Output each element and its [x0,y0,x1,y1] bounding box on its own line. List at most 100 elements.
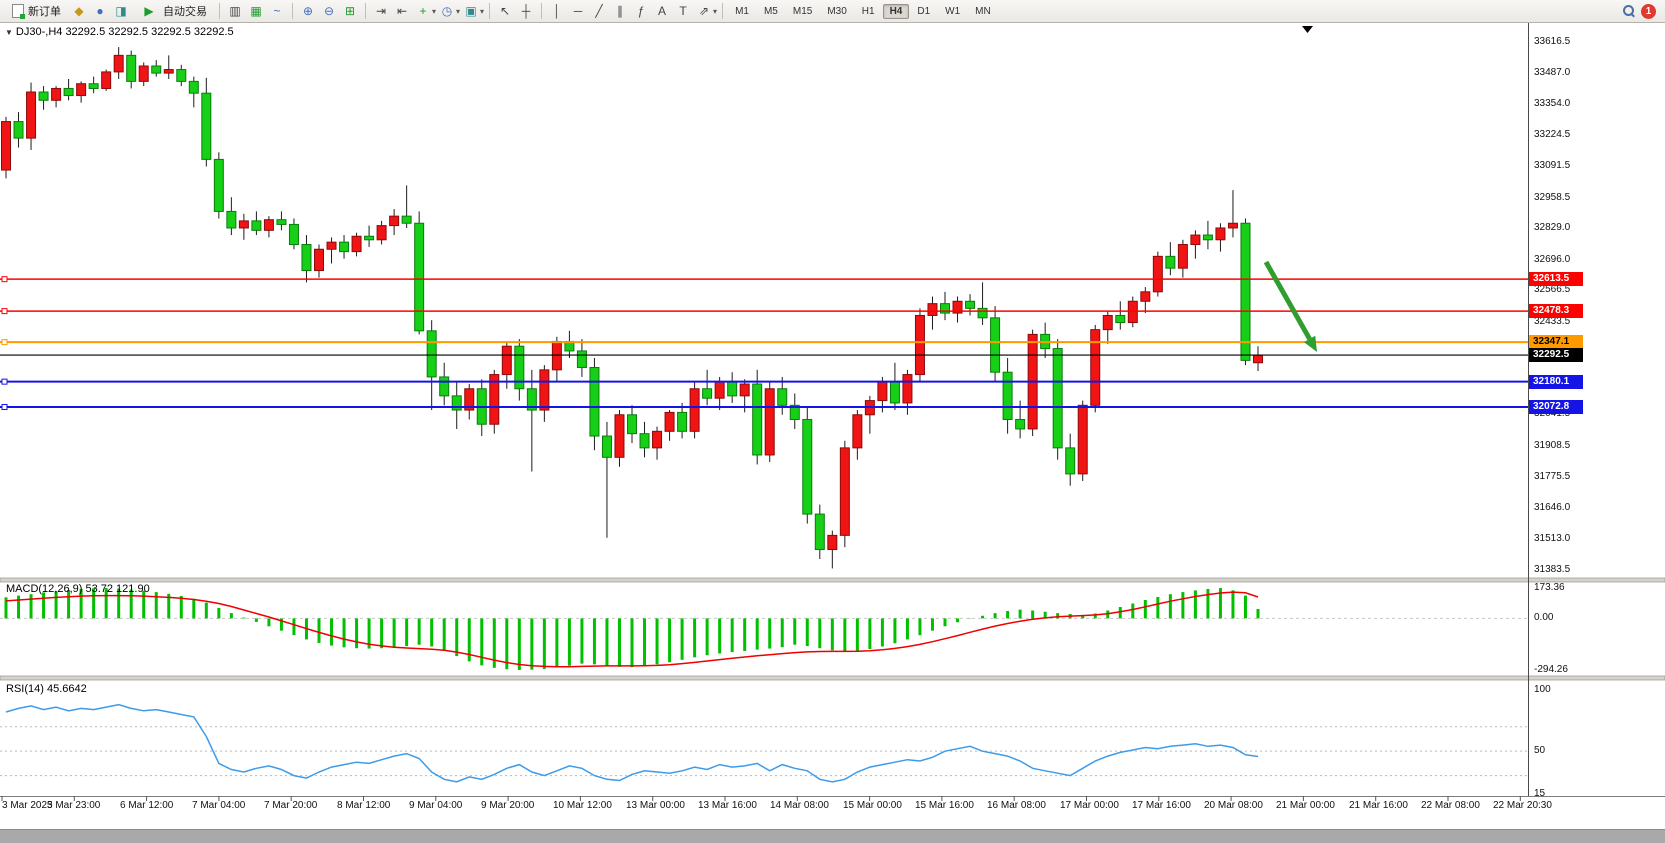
candle-up [489,374,500,425]
line-handle[interactable] [1,276,8,283]
search-icon[interactable] [1622,4,1636,18]
timeframe-D1[interactable]: D1 [917,5,931,17]
candle-up [927,303,938,316]
candle-up [51,87,62,101]
line-handle[interactable] [1,378,8,385]
candlestick-chart-icon[interactable]: ▦ [250,4,262,18]
candle-up [1,121,11,171]
price-tag-32180.1[interactable]: 32180.1 [1529,374,1583,389]
tile-windows-icon[interactable]: ⊞ [344,4,356,18]
time-label: 14 Mar 08:00 [770,800,829,811]
arrows-tool-icon[interactable]: ⇗ [699,4,710,18]
new-order-button[interactable]: 新订单 [5,1,68,21]
label-tool-icon[interactable]: T [679,4,687,18]
price-tag-32478.3[interactable]: 32478.3 [1529,304,1583,319]
price-axis-label: 33091.5 [1534,160,1571,172]
candle-down [213,158,224,212]
candle-down [451,395,462,411]
price-tag-32292.5[interactable]: 32292.5 [1529,348,1583,363]
candle-up [1152,255,1163,293]
toolbar-separator [541,3,543,19]
price-axis-label: 31513.0 [1534,533,1571,545]
dropdown-arrow-icon[interactable]: ▾ [456,6,461,16]
pane-divider[interactable] [0,577,1665,583]
dropdown-arrow-icon[interactable]: ▾ [480,6,485,16]
time-label: 22 Mar 20:30 [1493,800,1552,811]
dropdown-arrow-icon[interactable]: ▾ [432,6,437,16]
candle-up [739,383,750,397]
timeframe-M15[interactable]: M15 [792,5,813,17]
candle-up [1140,291,1151,302]
candle-down [576,350,587,368]
chart-shift-icon[interactable]: ⇤ [396,4,408,18]
timeframe-MN[interactable]: MN [975,5,991,17]
price-axis-label: 32696.0 [1534,253,1571,265]
line-chart-icon[interactable]: ~ [273,4,281,18]
candle-down [514,345,525,390]
time-label: 9 Mar 20:00 [481,800,535,811]
templates-icon[interactable]: ▣ [465,4,477,18]
autotrading-button[interactable]: ▶ 自动交易 [132,1,214,21]
autotrading-label: 自动交易 [163,6,207,18]
annotation-arrow-head[interactable] [1303,335,1317,352]
dropdown-arrow-icon[interactable]: ▾ [713,6,718,16]
price-tag-32347.1[interactable]: 32347.1 [1529,335,1583,350]
line-handle[interactable] [1,308,8,315]
chart-canvas[interactable] [0,22,1665,816]
timeframe-M30[interactable]: M30 [827,5,847,17]
terminal-icon[interactable]: ◨ [115,4,127,18]
time-label: 16 Mar 08:00 [987,800,1046,811]
crosshair-icon[interactable]: ┼ [521,4,531,18]
vertical-line-icon[interactable]: │ [553,4,561,18]
pane-divider[interactable] [0,675,1665,681]
price-tag-32072.8[interactable]: 32072.8 [1529,400,1583,414]
candle-down [301,244,312,272]
candle-up [113,54,124,73]
trendline-icon[interactable]: ╱ [595,4,603,18]
candle-down [339,241,350,253]
candle-up [1253,354,1263,364]
profile-icon[interactable]: ● [96,4,104,18]
scroll-marker-icon[interactable] [1302,26,1313,33]
macd-axis-label: -294.26 [1534,664,1568,675]
timeframe-H4[interactable]: H4 [882,3,910,19]
bar-chart-icon[interactable]: ▥ [229,4,241,18]
market-watch-icon[interactable]: ◆ [74,4,84,18]
price-axis-label: 33487.0 [1534,66,1571,78]
candle-up [614,414,625,458]
timeframe-H1[interactable]: H1 [861,5,875,17]
line-handle[interactable] [1,339,8,346]
text-tool-icon[interactable]: A [658,4,667,18]
candle-down [1240,222,1251,361]
timeframe-M1[interactable]: M1 [735,5,749,17]
price-axis-label: 31908.5 [1534,439,1571,451]
cursor-icon[interactable]: ↖ [500,4,511,18]
zoom-out-icon[interactable]: ⊖ [323,4,335,18]
time-label: 8 Mar 12:00 [337,800,391,811]
new-chart-icon[interactable]: + [419,4,427,18]
auto-scroll-icon[interactable]: ⇥ [375,4,387,18]
candle-up [389,215,400,227]
timeframe-M5[interactable]: M5 [763,5,778,17]
symbol-dropdown-icon[interactable]: ▼ [5,28,13,37]
timeframe-W1[interactable]: W1 [945,5,961,17]
candle-up [952,300,963,314]
fibonacci-icon[interactable]: ƒ [637,4,645,18]
price-axis-label: 33354.0 [1534,98,1571,110]
macd-label: MACD(12,26,9) 53.72 121.90 [6,583,150,595]
candle-up [351,235,362,253]
channel-icon[interactable]: ∥ [617,4,624,18]
time-label: 15 Mar 00:00 [843,800,902,811]
candle-down [1015,418,1026,430]
candle-down [288,223,299,246]
price-tag-32613.5[interactable]: 32613.5 [1529,272,1583,287]
macd-axis-label: 173.36 [1534,582,1565,593]
annotation-arrow[interactable] [1263,260,1312,341]
line-handle[interactable] [1,404,8,411]
zoom-in-icon[interactable]: ⊕ [302,4,314,18]
periods-clock-icon[interactable]: ◷ [441,4,453,18]
horizontal-line-icon[interactable]: ─ [573,4,583,18]
candle-up [689,388,700,432]
candle-down [63,87,74,97]
notification-badge[interactable]: 1 [1641,3,1656,19]
